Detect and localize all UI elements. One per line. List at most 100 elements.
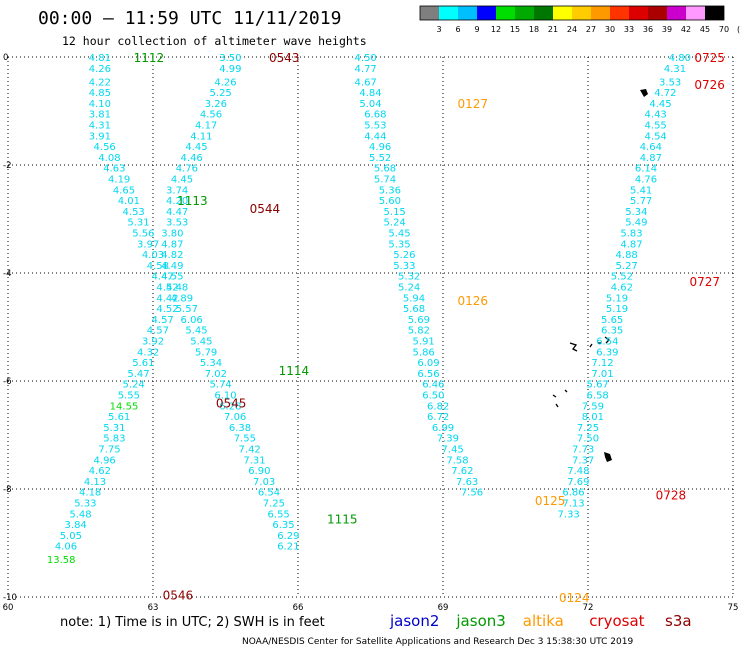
pass-label: 0727: [690, 275, 721, 289]
y-tick-label: -8: [3, 485, 11, 495]
swh-value: 7.45: [442, 445, 464, 456]
scale-swatch: [705, 6, 724, 20]
swh-value: 3.53: [659, 77, 681, 88]
chart-title: 00:00 — 11:59 UTC 11/11/2019: [38, 8, 341, 29]
swh-value: 5.77: [630, 196, 652, 207]
scale-swatch: [420, 6, 439, 20]
credit-line: NOAA/NESDIS Center for Satellite Applica…: [242, 637, 633, 647]
swh-value: 6.54: [258, 488, 280, 499]
swh-value: 4.76: [176, 164, 198, 175]
swh-value: 7.01: [591, 369, 613, 380]
x-tick-label: 60: [3, 603, 14, 613]
swh-value: 5.33: [393, 261, 415, 272]
swh-value: 4.48: [166, 283, 188, 294]
swh-value: 6.38: [229, 423, 251, 434]
x-tick-label: 75: [728, 603, 739, 613]
swh-value: 6.14: [635, 164, 657, 175]
swh-value: 4.31: [664, 64, 686, 75]
swh-value: 7.02: [205, 369, 227, 380]
swh-value: 4.42: [156, 293, 178, 304]
pass-label: 1114: [279, 364, 310, 378]
swh-value: 6.82: [427, 401, 449, 412]
scale-swatch: [648, 6, 667, 20]
swh-value: 4.85: [89, 88, 111, 99]
scale-swatch: [439, 6, 458, 20]
swh-value: 5.55: [118, 391, 140, 402]
swh-value: 4.55: [161, 272, 183, 283]
x-tick-label: 72: [583, 603, 594, 613]
swh-value: 5.41: [630, 185, 652, 196]
swh-value: 3.92: [142, 337, 164, 348]
swh-value: 7.03: [253, 477, 275, 488]
x-tick-label: 69: [438, 603, 449, 613]
swh-value: 7.31: [243, 455, 265, 466]
swh-value: 5.83: [620, 229, 642, 240]
scale-swatch: [496, 6, 515, 20]
swh-value: 7.25: [577, 423, 599, 434]
scale-label: 18: [529, 25, 539, 34]
swh-value: 5.61: [108, 412, 130, 423]
pass-label: 0125: [535, 494, 566, 508]
swh-value: 6.46: [422, 380, 444, 391]
swh-value: 6.68: [364, 110, 386, 121]
swh-value: 5.68: [374, 164, 396, 175]
swh-value: 4.08: [98, 153, 120, 164]
scale-label: 39: [662, 25, 672, 34]
swh-value: 5.52: [369, 153, 391, 164]
axis-ticks: 60 63 66 69 72 75 0 -2 -4 -6 -8 -10: [3, 53, 739, 613]
swh-value: 3.80: [161, 229, 183, 240]
swh-value: 6.86: [562, 488, 584, 499]
swh-value: 3.91: [89, 131, 111, 142]
swh-value: 4.62: [89, 466, 111, 477]
swh-value: 5.86: [413, 347, 435, 358]
scale-label: 15: [510, 25, 520, 34]
swh-value: 5.25: [210, 88, 232, 99]
scale-swatch: [629, 6, 648, 20]
swh-value: 7.69: [567, 477, 589, 488]
swh-value: 4.53: [123, 207, 145, 218]
swh-value: 4.87: [161, 239, 183, 250]
swh-value: 4.50: [355, 53, 377, 64]
swh-value: 5.48: [69, 509, 91, 520]
swh-value: 4.18: [79, 488, 101, 499]
pass-labels: 1112 1113 1114 1115 0543 0544 0545 0546 0127 0126…: [134, 51, 725, 605]
swh-value: 4.57: [152, 315, 174, 326]
swh-value: 5.19: [606, 293, 628, 304]
swh-value: 5.32: [398, 272, 420, 283]
swh-value: 4.67: [355, 77, 377, 88]
scale-swatch: [515, 6, 534, 20]
scale-swatch: [553, 6, 572, 20]
swh-value: 5.24: [384, 218, 406, 229]
legend-item: jason3: [455, 612, 505, 630]
swh-value: 5.61: [132, 358, 154, 369]
swh-value: 5.27: [616, 261, 638, 272]
units-note: note: 1) Time is in UTC; 2) SWH is in fe…: [60, 615, 325, 630]
swh-value: 4.26: [89, 64, 111, 75]
y-tick-label: -10: [3, 593, 17, 603]
swh-value: 4.06: [55, 542, 77, 553]
swh-value: 6.06: [181, 315, 203, 326]
swh-value: 4.87: [620, 239, 642, 250]
scale-label: 42: [681, 25, 691, 34]
swh-value: 7.58: [446, 455, 468, 466]
swh-value: 5.67: [587, 380, 609, 391]
swh-value: 4.72: [654, 88, 676, 99]
swh-value: 5.24: [123, 380, 145, 391]
chart-subtitle: 12 hour collection of altimeter wave hei…: [62, 34, 367, 48]
swh-value: 4.13: [84, 477, 106, 488]
legend-item: altika: [523, 612, 564, 630]
swh-value: 4.45: [185, 142, 207, 153]
swh-value: 6.28: [219, 401, 241, 412]
swh-value: 7.55: [234, 434, 256, 445]
swh-value: 6.21: [277, 542, 299, 553]
pass-label: 0126: [458, 294, 489, 308]
swh-value: 4.54: [645, 131, 667, 142]
swh-value: 6.50: [422, 391, 444, 402]
swh-value: 4.11: [190, 131, 212, 142]
swh-value: 5.34: [200, 358, 222, 369]
swh-value: 6.54: [596, 337, 618, 348]
swh-value: 6.39: [596, 347, 618, 358]
swh-value: 6.99: [432, 423, 454, 434]
swh-value: 6.10: [214, 391, 236, 402]
swh-value: 4.63: [103, 164, 125, 175]
